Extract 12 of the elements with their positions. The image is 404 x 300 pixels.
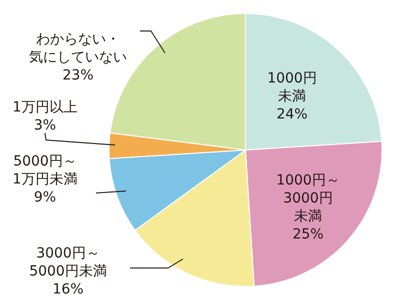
slice-label: 3000円～5000円未満 [29, 246, 107, 280]
data-label: 23% [62, 68, 94, 84]
data-label: 16% [52, 282, 84, 298]
data-label: 9% [34, 190, 56, 206]
data-label: 25% [292, 226, 324, 243]
data-label: 3% [34, 118, 56, 134]
slice-label: 1000円未満 [267, 70, 317, 105]
slice-label: 1000円～3000円未満 [276, 172, 340, 225]
data-label: 24% [276, 106, 308, 123]
slice-label: 5000円～1万円未満 [12, 154, 78, 188]
slice-label: 1万円以上 [12, 100, 78, 116]
slice-label: わからない・気にしていない [29, 32, 127, 66]
